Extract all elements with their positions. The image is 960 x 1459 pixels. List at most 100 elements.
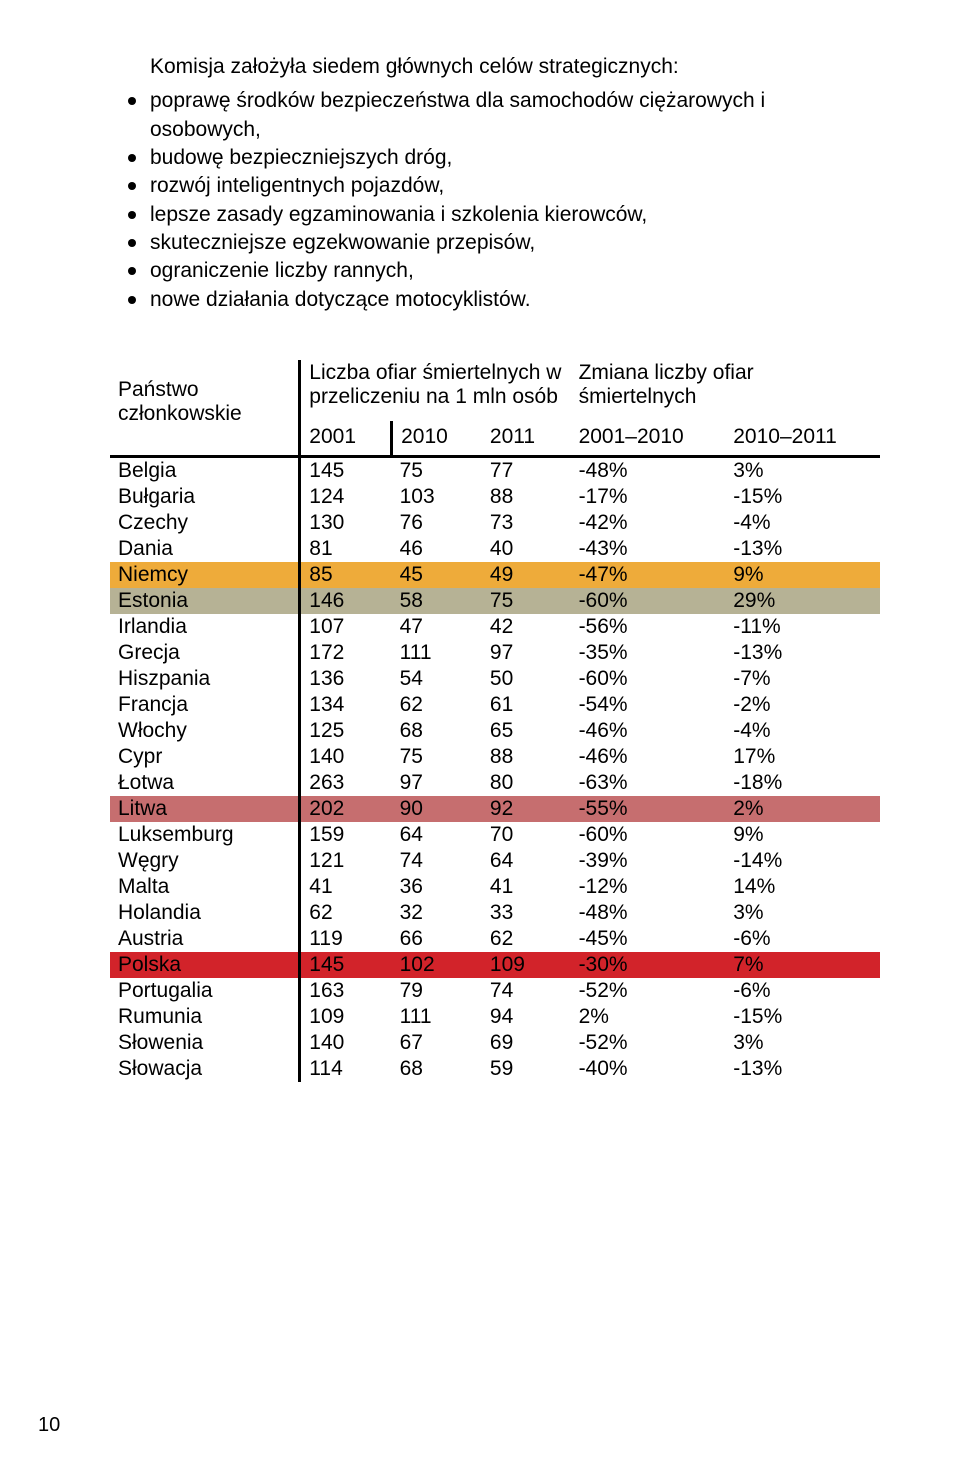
cell-change: -48%	[571, 900, 726, 926]
cell-country: Austria	[110, 926, 300, 952]
cell-country: Irlandia	[110, 614, 300, 640]
cell-change: -46%	[571, 718, 726, 744]
table-row: Austria1196662-45%-6%	[110, 926, 880, 952]
cell-value: 62	[482, 926, 571, 952]
cell-value: 136	[300, 666, 392, 692]
table-row: Łotwa2639780-63%-18%	[110, 770, 880, 796]
table-row: Rumunia109111942%-15%	[110, 1004, 880, 1030]
cell-value: 74	[392, 848, 482, 874]
cell-value: 58	[392, 588, 482, 614]
cell-value: 125	[300, 718, 392, 744]
cell-value: 75	[482, 588, 571, 614]
cell-change: 3%	[725, 900, 880, 926]
cell-value: 68	[392, 1056, 482, 1082]
page-number: 10	[38, 1414, 60, 1437]
table-row: Bułgaria12410388-17%-15%	[110, 484, 880, 510]
table-row: Irlandia1074742-56%-11%	[110, 614, 880, 640]
cell-value: 75	[392, 744, 482, 770]
header-range: 2010–2011	[725, 421, 880, 457]
cell-change: -54%	[571, 692, 726, 718]
cell-value: 107	[300, 614, 392, 640]
cell-country: Grecja	[110, 640, 300, 666]
cell-change: 29%	[725, 588, 880, 614]
table-row: Portugalia1637974-52%-6%	[110, 978, 880, 1004]
data-table-wrap: Państwo członkowskie Liczba ofiar śmiert…	[110, 360, 880, 1082]
cell-change: -13%	[725, 536, 880, 562]
table-row: Grecja17211197-35%-13%	[110, 640, 880, 666]
cell-change: -30%	[571, 952, 726, 978]
cell-value: 81	[300, 536, 392, 562]
cell-change: 3%	[725, 457, 880, 485]
cell-value: 263	[300, 770, 392, 796]
cell-value: 76	[392, 510, 482, 536]
list-item: nowe działania dotyczące motocyklistów.	[110, 286, 880, 314]
cell-country: Węgry	[110, 848, 300, 874]
cell-change: -35%	[571, 640, 726, 666]
cell-change: -48%	[571, 457, 726, 485]
cell-country: Polska	[110, 952, 300, 978]
table-row: Węgry1217464-39%-14%	[110, 848, 880, 874]
header-change: Zmiana liczby ofiar śmiertelnych	[571, 360, 880, 421]
cell-value: 77	[482, 457, 571, 485]
cell-value: 114	[300, 1056, 392, 1082]
cell-change: -39%	[571, 848, 726, 874]
cell-change: -4%	[725, 510, 880, 536]
cell-value: 119	[300, 926, 392, 952]
cell-value: 146	[300, 588, 392, 614]
cell-value: 90	[392, 796, 482, 822]
cell-value: 65	[482, 718, 571, 744]
cell-value: 102	[392, 952, 482, 978]
cell-value: 134	[300, 692, 392, 718]
cell-country: Włochy	[110, 718, 300, 744]
cell-change: -43%	[571, 536, 726, 562]
table-row: Dania814640-43%-13%	[110, 536, 880, 562]
table-row: Włochy1256865-46%-4%	[110, 718, 880, 744]
cell-country: Czechy	[110, 510, 300, 536]
cell-change: 7%	[725, 952, 880, 978]
cell-change: -46%	[571, 744, 726, 770]
cell-value: 145	[300, 952, 392, 978]
header-country: Państwo członkowskie	[110, 360, 300, 457]
cell-change: -18%	[725, 770, 880, 796]
header-year: 2011	[482, 421, 571, 457]
table-head: Państwo członkowskie Liczba ofiar śmiert…	[110, 360, 880, 457]
cell-country: Francja	[110, 692, 300, 718]
cell-country: Cypr	[110, 744, 300, 770]
intro-text: Komisja założyła siedem głównych celów s…	[110, 53, 880, 81]
cell-value: 79	[392, 978, 482, 1004]
cell-country: Bułgaria	[110, 484, 300, 510]
cell-value: 130	[300, 510, 392, 536]
cell-value: 67	[392, 1030, 482, 1056]
cell-change: -60%	[571, 666, 726, 692]
cell-value: 111	[392, 1004, 482, 1030]
table-row: Holandia623233-48%3%	[110, 900, 880, 926]
table-body: Belgia1457577-48%3%Bułgaria12410388-17%-…	[110, 457, 880, 1083]
table-row: Francja1346261-54%-2%	[110, 692, 880, 718]
cell-change: 17%	[725, 744, 880, 770]
page: Komisja założyła siedem głównych celów s…	[0, 0, 960, 1459]
cell-change: -11%	[725, 614, 880, 640]
cell-value: 47	[392, 614, 482, 640]
cell-change: -40%	[571, 1056, 726, 1082]
cell-value: 68	[392, 718, 482, 744]
cell-value: 54	[392, 666, 482, 692]
cell-change: -60%	[571, 822, 726, 848]
cell-value: 36	[392, 874, 482, 900]
list-item: budowę bezpieczniejszych dróg,	[110, 144, 880, 172]
cell-country: Luksemburg	[110, 822, 300, 848]
cell-country: Malta	[110, 874, 300, 900]
cell-value: 45	[392, 562, 482, 588]
list-item: skuteczniejsze egzekwowanie przepisów,	[110, 229, 880, 257]
table-row: Polska145102109-30%7%	[110, 952, 880, 978]
cell-value: 59	[482, 1056, 571, 1082]
cell-value: 49	[482, 562, 571, 588]
cell-value: 32	[392, 900, 482, 926]
cell-value: 64	[392, 822, 482, 848]
cell-change: -13%	[725, 1056, 880, 1082]
cell-value: 50	[482, 666, 571, 692]
cell-value: 159	[300, 822, 392, 848]
list-item: poprawę środków bezpieczeństwa dla samoc…	[110, 87, 880, 144]
cell-change: -7%	[725, 666, 880, 692]
cell-country: Niemcy	[110, 562, 300, 588]
cell-value: 64	[482, 848, 571, 874]
